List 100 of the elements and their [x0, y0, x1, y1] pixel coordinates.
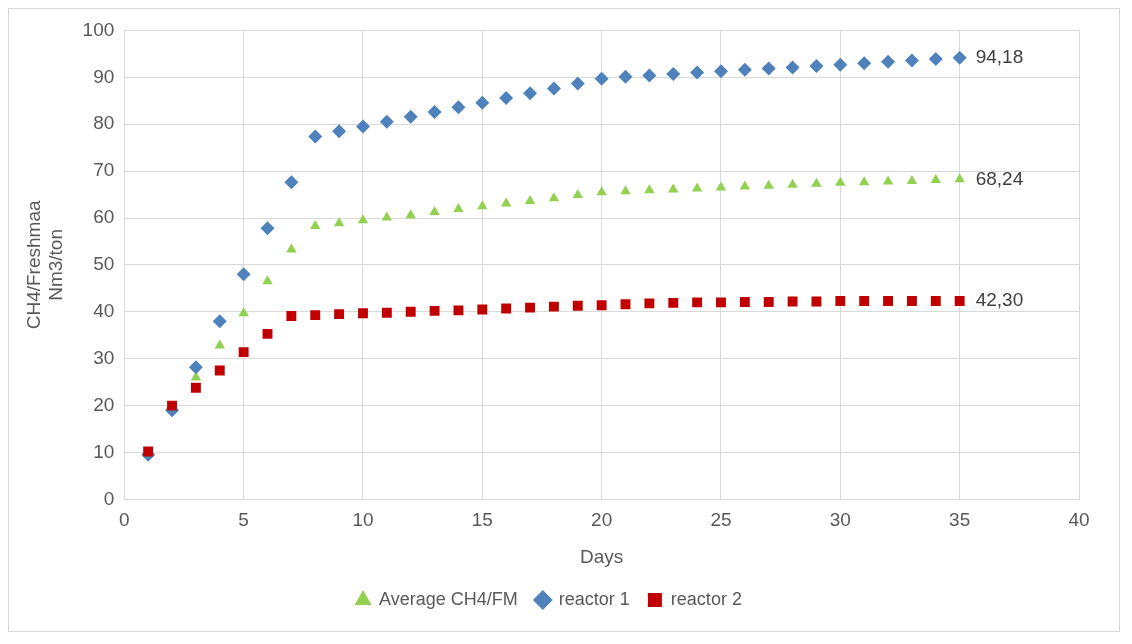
point: [881, 54, 896, 69]
point: [570, 76, 585, 91]
point: [379, 114, 394, 129]
point: [690, 65, 705, 80]
point: [405, 209, 416, 219]
point: [904, 53, 919, 68]
x-tick-label: 5: [238, 509, 249, 531]
point: [477, 200, 488, 210]
point: [835, 176, 846, 186]
point: [883, 296, 894, 306]
point: [691, 182, 703, 192]
point: [403, 109, 418, 124]
point: [429, 205, 440, 215]
x-tick-label: 30: [829, 509, 851, 531]
point: [381, 211, 393, 221]
x-tick-label: 15: [471, 509, 493, 531]
point: [333, 217, 345, 227]
y-axis-title: CH4/Freshmaa Nm3/ton: [22, 200, 67, 330]
point: [262, 275, 273, 285]
point: [212, 314, 227, 329]
point: [284, 175, 299, 190]
point: [737, 62, 752, 77]
point: [906, 296, 917, 306]
data-label: 42,30: [975, 289, 1024, 311]
point: [334, 309, 345, 320]
point: [524, 195, 536, 205]
point: [143, 446, 154, 457]
point: [546, 81, 561, 96]
point: [859, 296, 870, 306]
y-tick-label: 50: [93, 253, 115, 275]
point: [620, 185, 631, 195]
point: [761, 61, 776, 76]
point: [713, 64, 728, 79]
x-tick-label: 25: [710, 509, 732, 531]
point: [596, 186, 607, 196]
point: [308, 129, 323, 144]
point: [381, 307, 392, 318]
point: [594, 71, 609, 86]
point: [618, 69, 633, 84]
x-axis-title: Days: [580, 545, 624, 567]
y-tick-label: 90: [93, 65, 115, 87]
y-tick-label: 60: [93, 206, 115, 228]
point: [286, 311, 297, 321]
point: [238, 347, 249, 358]
point: [405, 306, 416, 317]
point: [451, 100, 466, 115]
point: [214, 365, 225, 376]
x-tick-label: 35: [949, 509, 971, 531]
point: [596, 300, 607, 311]
point: [692, 297, 703, 308]
point: [763, 297, 774, 307]
y-tick-label: 10: [93, 440, 115, 462]
point: [332, 124, 347, 139]
point: [811, 177, 822, 187]
point: [572, 300, 583, 311]
legend-label: Average CH4/FM: [379, 588, 518, 609]
data-label: 68,24: [975, 167, 1024, 189]
point: [644, 184, 655, 194]
legend-label: reactor 1: [558, 588, 630, 609]
point: [262, 328, 273, 339]
point: [642, 68, 657, 83]
point: [857, 56, 872, 71]
point: [501, 303, 512, 314]
point: [763, 179, 774, 189]
point: [523, 86, 538, 101]
point: [954, 296, 965, 306]
point: [833, 57, 848, 72]
point: [548, 192, 560, 202]
point: [429, 305, 440, 316]
point: [238, 307, 249, 317]
point: [715, 181, 727, 191]
point: [453, 305, 464, 316]
x-tick-label: 0: [119, 509, 130, 531]
point: [882, 175, 894, 185]
point: [739, 297, 750, 307]
point: [188, 360, 203, 375]
point: [835, 296, 846, 306]
point: [427, 105, 442, 120]
point: [668, 297, 679, 308]
x-tick-label: 40: [1068, 509, 1090, 531]
point: [475, 95, 490, 110]
point: [310, 310, 321, 321]
point: [620, 299, 631, 310]
legend-label: reactor 2: [670, 588, 742, 609]
y-tick-label: 80: [93, 112, 115, 134]
point: [236, 267, 251, 282]
point: [548, 301, 559, 312]
point: [525, 302, 535, 313]
point: [930, 174, 941, 184]
point: [358, 308, 368, 319]
point: [644, 298, 655, 309]
point: [357, 214, 369, 224]
x-tick-label: 10: [352, 509, 374, 531]
y-tick-label: 40: [93, 300, 115, 322]
point: [809, 59, 824, 74]
y-tick-label: 70: [93, 159, 115, 181]
point: [260, 221, 275, 236]
point: [214, 339, 225, 349]
data-label: 94,18: [975, 45, 1024, 67]
point: [785, 60, 800, 75]
